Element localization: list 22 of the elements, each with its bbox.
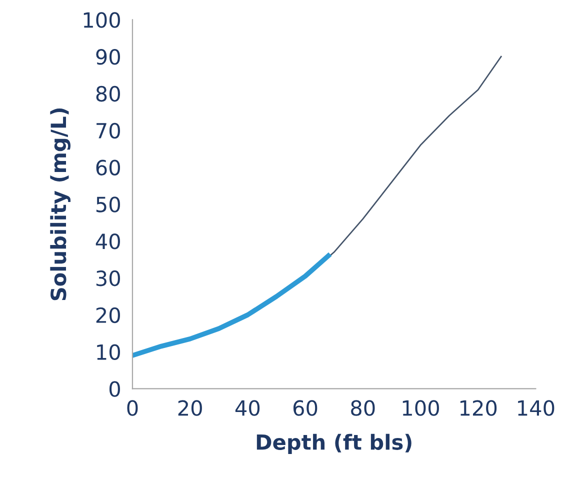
y-tick-label: 10: [97, 344, 120, 360]
y-tick-label: 70: [96, 122, 120, 139]
x-tick-label: 40: [235, 400, 260, 416]
y-tick-label: 80: [96, 86, 120, 102]
y-tick-label: 60: [96, 160, 120, 176]
line-series: [132, 253, 331, 358]
y-tick-label: 100: [84, 12, 120, 28]
x-tick-label: 80: [351, 400, 375, 416]
x-tick-label: 100: [402, 400, 439, 416]
x-tick-label: 120: [460, 400, 497, 416]
y-axis-title: Solubility (mg/L): [50, 108, 70, 300]
x-tick-label: 0: [127, 400, 138, 416]
y-tick-label: 50: [96, 196, 120, 212]
x-tick-label: 20: [178, 400, 202, 416]
x-tick-label: 60: [293, 400, 318, 416]
y-tick-label: 30: [96, 270, 120, 286]
x-tick-label: 140: [518, 400, 554, 416]
y-tick-label: 40: [96, 234, 120, 250]
y-tick-label: 0: [109, 381, 120, 397]
y-tick-label: 90: [96, 49, 120, 65]
y-tick-label: 20: [96, 307, 120, 324]
x-axis-title: Depth (ft bls): [256, 434, 412, 454]
